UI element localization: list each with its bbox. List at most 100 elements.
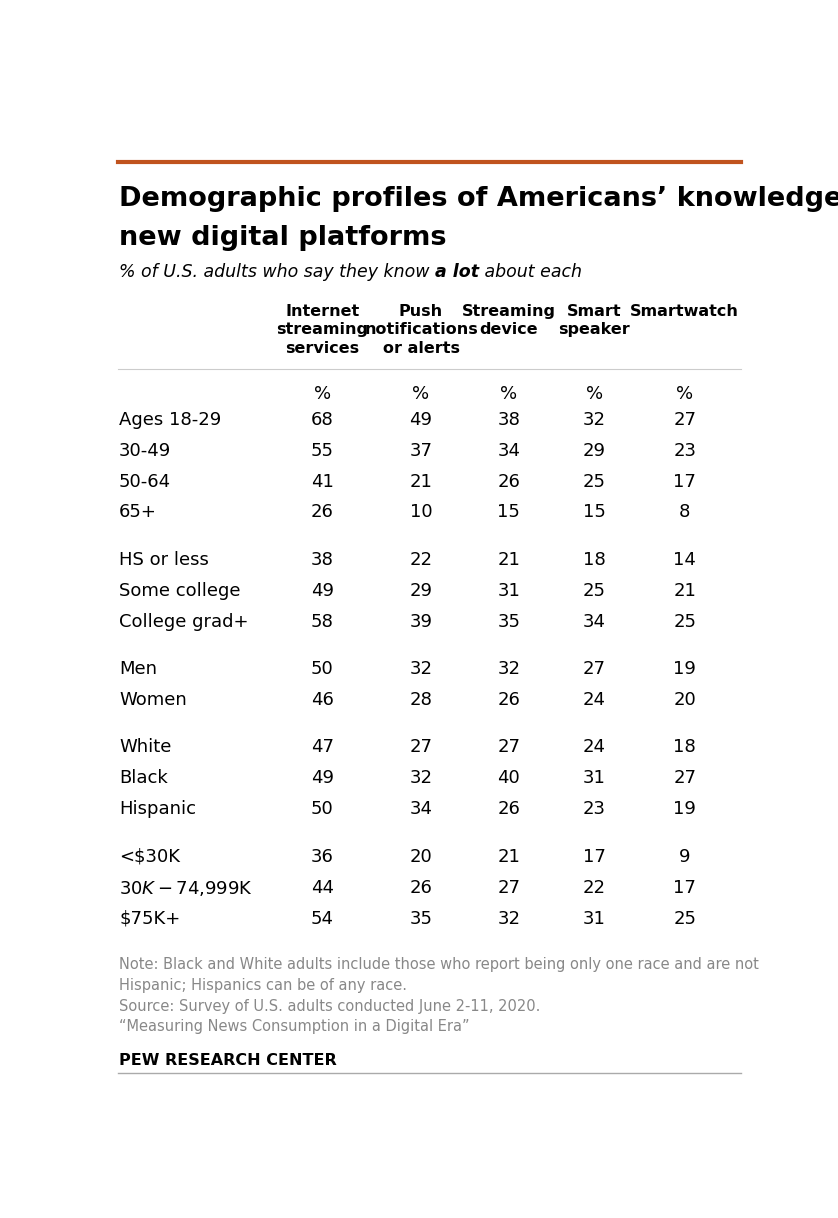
- Text: 31: 31: [583, 770, 606, 787]
- Text: 17: 17: [583, 848, 606, 866]
- Text: 21: 21: [497, 848, 520, 866]
- Text: 26: 26: [497, 691, 520, 709]
- Text: 32: 32: [410, 660, 432, 678]
- Text: 41: 41: [311, 473, 334, 491]
- Text: 18: 18: [674, 738, 696, 756]
- Text: 25: 25: [673, 910, 696, 928]
- Text: 26: 26: [311, 503, 334, 521]
- Text: 32: 32: [410, 770, 432, 787]
- Text: 32: 32: [497, 660, 520, 678]
- Text: 31: 31: [583, 910, 606, 928]
- Text: 26: 26: [497, 800, 520, 818]
- Text: 27: 27: [497, 878, 520, 896]
- Text: Note: Black and White adults include those who report being only one race and ar: Note: Black and White adults include tho…: [119, 957, 759, 972]
- Text: Smartwatch: Smartwatch: [630, 303, 739, 319]
- Text: Black: Black: [119, 770, 168, 787]
- Text: 25: 25: [583, 473, 606, 491]
- Text: 27: 27: [497, 738, 520, 756]
- Text: 38: 38: [497, 410, 520, 429]
- Text: 26: 26: [410, 878, 432, 896]
- Text: 54: 54: [311, 910, 334, 928]
- Text: 34: 34: [410, 800, 432, 818]
- Text: “Measuring News Consumption in a Digital Era”: “Measuring News Consumption in a Digital…: [119, 1019, 469, 1034]
- Text: 15: 15: [583, 503, 606, 521]
- Text: %: %: [313, 385, 331, 403]
- Text: 17: 17: [673, 473, 696, 491]
- Text: <$30K: <$30K: [119, 848, 180, 866]
- Text: 28: 28: [410, 691, 432, 709]
- Text: %: %: [500, 385, 517, 403]
- Text: Hispanic; Hispanics can be of any race.: Hispanic; Hispanics can be of any race.: [119, 978, 407, 993]
- Text: Source: Survey of U.S. adults conducted June 2-11, 2020.: Source: Survey of U.S. adults conducted …: [119, 999, 541, 1013]
- Text: 21: 21: [497, 551, 520, 569]
- Text: PEW RESEARCH CENTER: PEW RESEARCH CENTER: [119, 1054, 337, 1068]
- Text: 18: 18: [583, 551, 606, 569]
- Text: 27: 27: [410, 738, 432, 756]
- Text: 32: 32: [583, 410, 606, 429]
- Text: % of U.S. adults who say they know: % of U.S. adults who say they know: [119, 263, 435, 281]
- Text: HS or less: HS or less: [119, 551, 209, 569]
- Text: 24: 24: [583, 691, 606, 709]
- Text: 35: 35: [497, 613, 520, 631]
- Text: 22: 22: [410, 551, 432, 569]
- Text: Ages 18-29: Ages 18-29: [119, 410, 221, 429]
- Text: 20: 20: [674, 691, 696, 709]
- Text: 14: 14: [673, 551, 696, 569]
- Text: 55: 55: [311, 442, 334, 459]
- Text: new digital platforms: new digital platforms: [119, 225, 447, 251]
- Text: 26: 26: [497, 473, 520, 491]
- Text: 50-64: 50-64: [119, 473, 171, 491]
- Text: Smart
speaker: Smart speaker: [559, 303, 630, 337]
- Text: 9: 9: [679, 848, 691, 866]
- Text: 27: 27: [673, 410, 696, 429]
- Text: 46: 46: [311, 691, 334, 709]
- Text: 50: 50: [311, 660, 334, 678]
- Text: 47: 47: [311, 738, 334, 756]
- Text: 15: 15: [497, 503, 520, 521]
- Text: $30K-$74,999K: $30K-$74,999K: [119, 878, 253, 898]
- Text: 17: 17: [673, 878, 696, 896]
- Text: 38: 38: [311, 551, 334, 569]
- Text: 50: 50: [311, 800, 334, 818]
- Text: 37: 37: [410, 442, 432, 459]
- Text: 36: 36: [311, 848, 334, 866]
- Text: Some college: Some college: [119, 582, 241, 599]
- Text: 25: 25: [583, 582, 606, 599]
- Text: 32: 32: [497, 910, 520, 928]
- Text: 68: 68: [311, 410, 334, 429]
- Text: 30-49: 30-49: [119, 442, 171, 459]
- Text: 8: 8: [679, 503, 691, 521]
- Text: 49: 49: [311, 582, 334, 599]
- Text: Internet
streaming
services: Internet streaming services: [277, 303, 369, 356]
- Text: 24: 24: [583, 738, 606, 756]
- Text: Women: Women: [119, 691, 187, 709]
- Text: 10: 10: [410, 503, 432, 521]
- Text: Push
notifications
or alerts: Push notifications or alerts: [365, 303, 478, 356]
- Text: 20: 20: [410, 848, 432, 866]
- Text: 22: 22: [583, 878, 606, 896]
- Text: 29: 29: [583, 442, 606, 459]
- Text: 25: 25: [673, 613, 696, 631]
- Text: 27: 27: [673, 770, 696, 787]
- Text: Demographic profiles of Americans’ knowledge of: Demographic profiles of Americans’ knowl…: [119, 185, 838, 212]
- Text: 34: 34: [583, 613, 606, 631]
- Text: %: %: [412, 385, 430, 403]
- Text: 39: 39: [410, 613, 432, 631]
- Text: %: %: [586, 385, 603, 403]
- Text: 34: 34: [497, 442, 520, 459]
- Text: 19: 19: [673, 800, 696, 818]
- Text: 49: 49: [410, 410, 432, 429]
- Text: 65+: 65+: [119, 503, 157, 521]
- Text: 19: 19: [673, 660, 696, 678]
- Text: 21: 21: [673, 582, 696, 599]
- Text: 31: 31: [497, 582, 520, 599]
- Text: 23: 23: [583, 800, 606, 818]
- Text: Streaming
device: Streaming device: [462, 303, 556, 337]
- Text: White: White: [119, 738, 172, 756]
- Text: 27: 27: [583, 660, 606, 678]
- Text: 49: 49: [311, 770, 334, 787]
- Text: $75K+: $75K+: [119, 910, 180, 928]
- Text: 35: 35: [410, 910, 432, 928]
- Text: 40: 40: [497, 770, 520, 787]
- Text: 58: 58: [311, 613, 334, 631]
